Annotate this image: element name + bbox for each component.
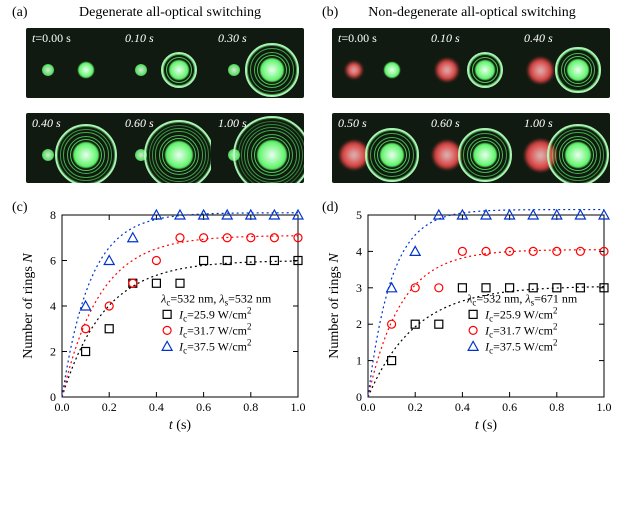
svg-text:0.2: 0.2 <box>102 400 117 414</box>
optical-frame: 0.50 s <box>332 113 424 183</box>
optical-frame: 0.40 s <box>26 113 118 183</box>
svg-text:2: 2 <box>50 345 56 359</box>
svg-text:Number of rings N: Number of rings N <box>21 253 36 359</box>
optical-frame: 1.00 s <box>212 113 304 183</box>
svg-text:Ic=37.5 W/cm2: Ic=37.5 W/cm2 <box>484 337 557 355</box>
optical-frame: 0.10 s <box>425 28 517 98</box>
svg-text:0.6: 0.6 <box>502 400 517 414</box>
svg-text:0.0: 0.0 <box>361 400 376 414</box>
svg-text:λc=532 nm, λs=532 nm: λc=532 nm, λs=532 nm <box>160 291 272 307</box>
optical-frame: 0.30 s <box>212 28 304 98</box>
svg-text:Ic=31.7 W/cm2: Ic=31.7 W/cm2 <box>178 321 251 339</box>
svg-text:0.8: 0.8 <box>549 400 564 414</box>
svg-text:4: 4 <box>50 299 56 313</box>
time-label: t=0.00 s <box>32 31 71 46</box>
svg-text:8: 8 <box>50 208 56 222</box>
time-label: t=0.00 s <box>338 31 377 46</box>
time-label: 0.40 s <box>524 31 553 46</box>
svg-text:1.0: 1.0 <box>597 400 612 414</box>
panel-label-a: (a) <box>12 5 28 21</box>
time-label: 0.40 s <box>32 116 61 131</box>
svg-text:2: 2 <box>356 317 362 331</box>
svg-text:0: 0 <box>50 390 56 404</box>
svg-text:t (s): t (s) <box>169 418 192 433</box>
svg-text:λc=532 nm, λs=671 nm: λc=532 nm, λs=671 nm <box>466 291 578 307</box>
svg-text:0.4: 0.4 <box>149 400 164 414</box>
optical-frame: t=0.00 s <box>332 28 424 98</box>
svg-text:5: 5 <box>356 208 362 222</box>
time-label: 0.50 s <box>338 116 367 131</box>
optical-frame: 0.60 s <box>119 113 211 183</box>
svg-text:1: 1 <box>356 354 362 368</box>
svg-text:4: 4 <box>356 244 362 258</box>
svg-text:0: 0 <box>356 390 362 404</box>
chart-c: 0.0 0.2 0.4 0.6 0.8 1.0 0 2 4 6 8 t (s) Number of ri… <box>18 205 308 435</box>
optical-frame: t=0.00 s <box>26 28 118 98</box>
svg-text:0.2: 0.2 <box>408 400 423 414</box>
chart-d: 0.0 0.2 0.4 0.6 0.8 1.0 0 1 2 3 4 5 t (s) Number of r… <box>324 205 614 435</box>
svg-text:t (s): t (s) <box>475 418 498 433</box>
svg-text:Ic=25.9 W/cm2: Ic=25.9 W/cm2 <box>484 305 557 323</box>
svg-text:0.0: 0.0 <box>55 400 70 414</box>
svg-text:0.4: 0.4 <box>455 400 470 414</box>
optical-frame: 0.60 s <box>425 113 517 183</box>
time-label: 1.00 s <box>218 116 247 131</box>
time-label: 0.10 s <box>431 31 460 46</box>
optical-frame: 0.10 s <box>119 28 211 98</box>
svg-text:Ic=31.7 W/cm2: Ic=31.7 W/cm2 <box>484 321 557 339</box>
svg-text:1.0: 1.0 <box>291 400 306 414</box>
svg-text:0.8: 0.8 <box>243 400 258 414</box>
optical-frame: 1.00 s <box>518 113 610 183</box>
time-label: 0.60 s <box>431 116 460 131</box>
time-label: 0.30 s <box>218 31 247 46</box>
title-b: Non-degenerate all-optical switching <box>332 5 612 21</box>
figure-root: (a) Degenerate all-optical switching (b)… <box>0 0 622 506</box>
time-label: 1.00 s <box>524 116 553 131</box>
svg-text:Number of rings N: Number of rings N <box>327 253 342 359</box>
optical-frame: 0.40 s <box>518 28 610 98</box>
svg-text:6: 6 <box>50 254 56 268</box>
svg-text:3: 3 <box>356 281 362 295</box>
title-a: Degenerate all-optical switching <box>30 5 310 21</box>
svg-text:Ic=25.9 W/cm2: Ic=25.9 W/cm2 <box>178 305 251 323</box>
svg-text:Ic=37.5 W/cm2: Ic=37.5 W/cm2 <box>178 337 251 355</box>
time-label: 0.60 s <box>125 116 154 131</box>
time-label: 0.10 s <box>125 31 154 46</box>
svg-text:0.6: 0.6 <box>196 400 211 414</box>
